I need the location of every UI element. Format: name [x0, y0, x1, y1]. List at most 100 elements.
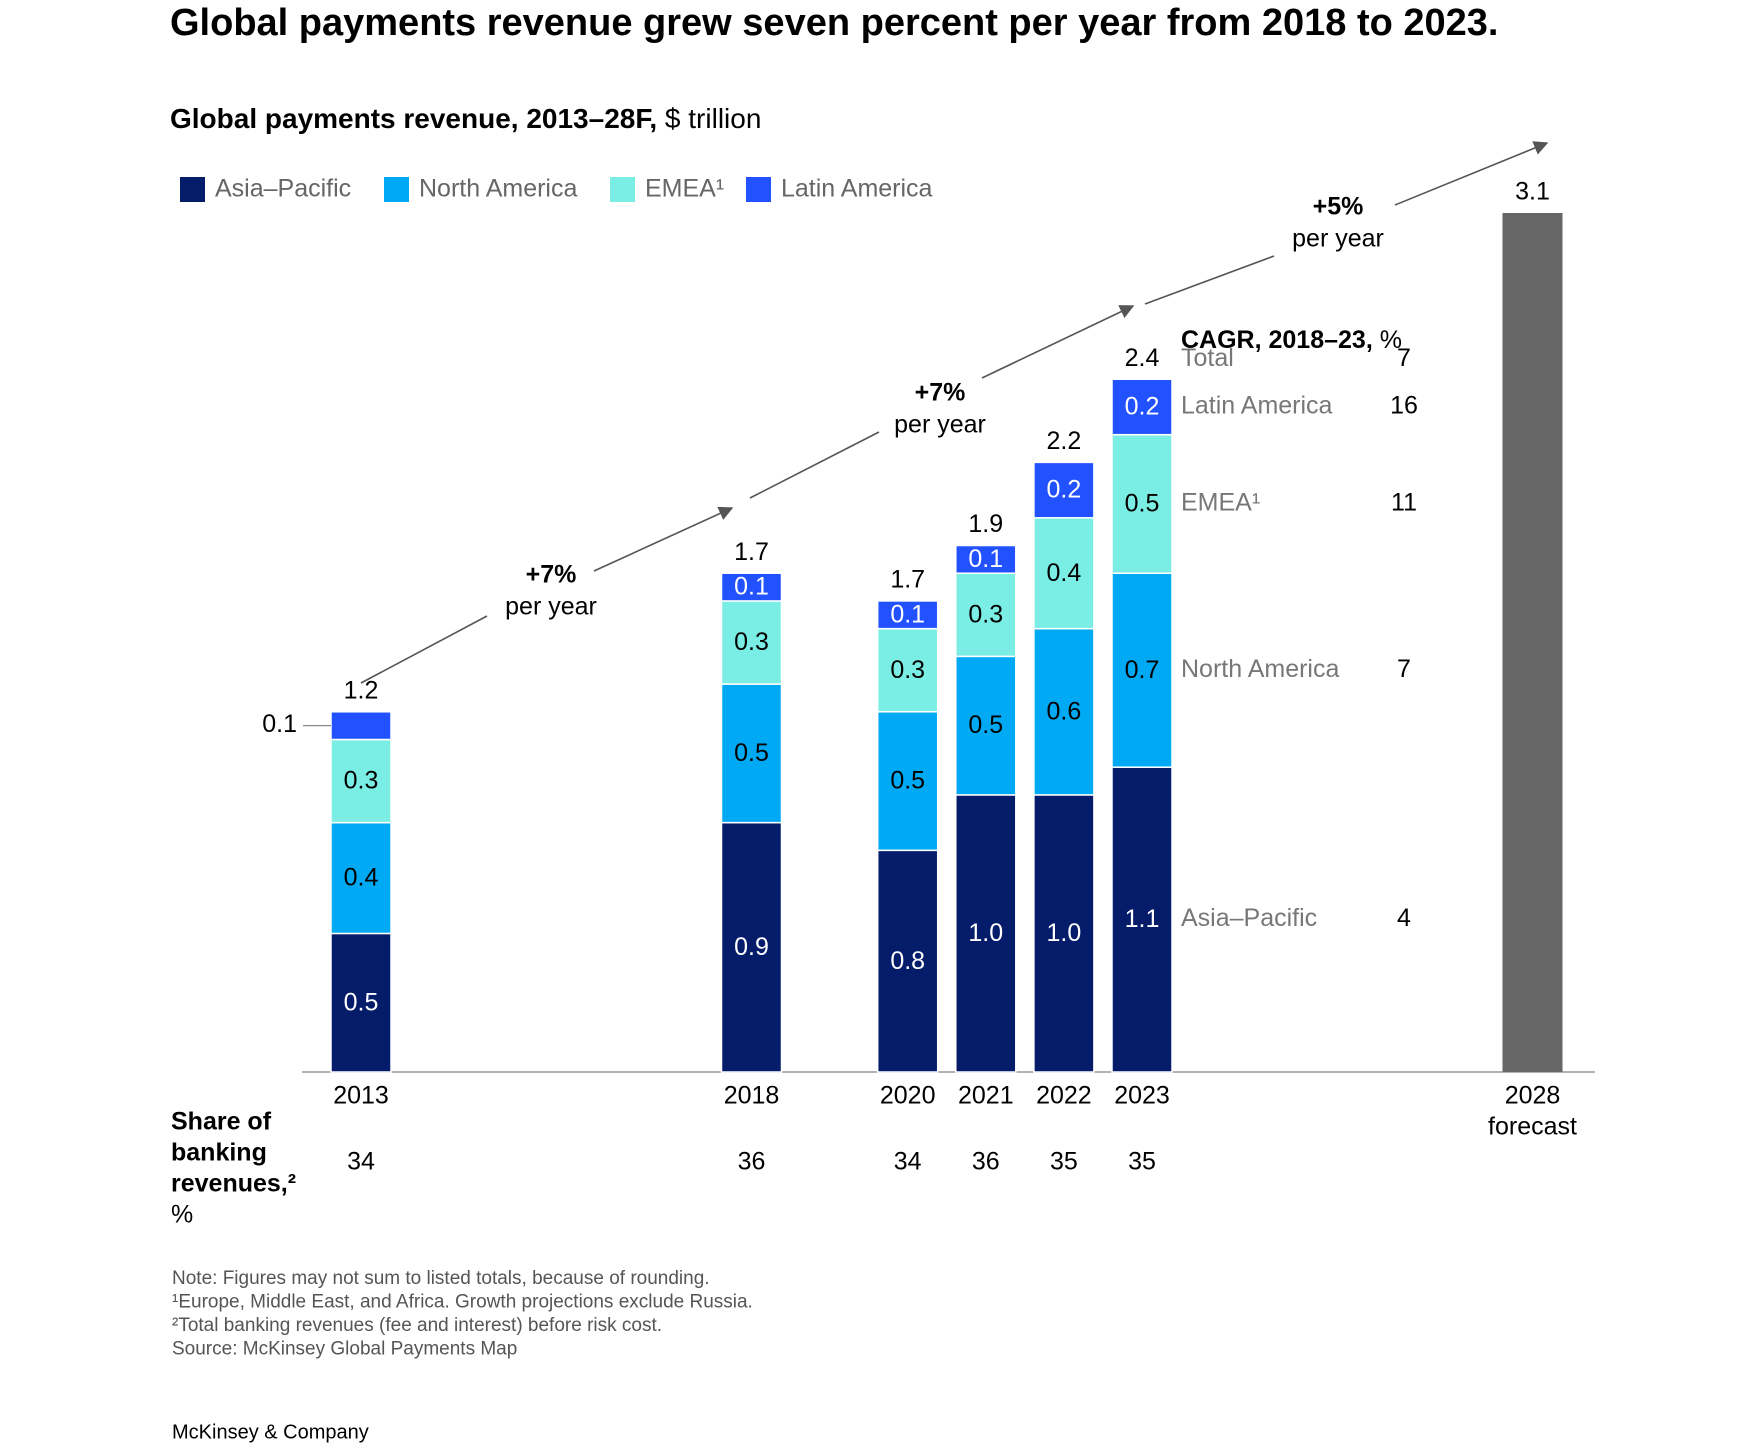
bar-segment [955, 794, 1017, 1073]
growth-label: per year [894, 411, 986, 439]
bar-segment [1111, 378, 1173, 436]
cagr-value: 11 [1391, 489, 1417, 517]
bar-segment [955, 544, 1017, 574]
segment-label: 0.5 [734, 739, 769, 767]
bar-segment [876, 600, 939, 630]
x-tick-label: 2018 [724, 1082, 780, 1110]
share-label: Share of [171, 1108, 272, 1136]
segment-label: 0.6 [1047, 697, 1082, 725]
segment-label: 0.2 [1047, 476, 1082, 504]
note: ²Total banking revenues (fee and interes… [172, 1315, 662, 1336]
segment-label: 0.3 [968, 600, 1003, 628]
bar-segment [1111, 766, 1173, 1073]
growth-rate: +7% [915, 379, 966, 407]
share-value: 36 [738, 1148, 766, 1176]
bar-segment [876, 849, 939, 1073]
segment-label: 0.9 [734, 933, 769, 961]
total-label: 1.7 [890, 566, 925, 594]
note: Source: McKinsey Global Payments Map [172, 1339, 517, 1360]
segment-label: 0.8 [890, 947, 925, 975]
arrow-line [749, 431, 880, 499]
legend-swatch [180, 177, 205, 202]
legend-swatch [610, 177, 635, 202]
forecast-total: 3.1 [1515, 178, 1550, 206]
cagr-unit: % [1380, 326, 1402, 354]
share-label: revenues,² [171, 1170, 296, 1198]
total-label: 1.2 [344, 676, 379, 704]
cagr-label: EMEA¹ [1181, 489, 1260, 517]
segment-label: 0.4 [1047, 559, 1082, 587]
legend-swatch [384, 177, 409, 202]
bar-segment [330, 932, 392, 1073]
bar-segment [1033, 461, 1095, 519]
total-label: 1.7 [734, 538, 769, 566]
arrow-line [981, 305, 1135, 379]
cagr-value: 4 [1397, 904, 1411, 932]
segment-label: 0.5 [1125, 490, 1160, 518]
segment-label: 0.1 [734, 573, 769, 601]
growth-arrows [360, 141, 1549, 684]
segment-label: 0.5 [344, 988, 379, 1016]
bar-segment [876, 711, 939, 852]
x-tick-label: 2023 [1114, 1082, 1170, 1110]
arrow-line [1394, 141, 1549, 206]
x-tick-label: 2022 [1036, 1082, 1092, 1110]
note: ¹Europe, Middle East, and Africa. Growth… [172, 1292, 753, 1313]
legend-swatch [746, 177, 771, 202]
growth-label: per year [1292, 225, 1384, 253]
growth-label: per year [505, 593, 597, 621]
segment-label: 0.5 [968, 711, 1003, 739]
segment-label: 1.0 [968, 919, 1003, 947]
x-tick-sublabel: forecast [1488, 1113, 1577, 1141]
bar-segment [720, 821, 783, 1073]
cagr-label: North America [1181, 655, 1339, 683]
bar-segment [1111, 572, 1173, 768]
cagr-value: 7 [1397, 344, 1411, 372]
segment-label: 0.1 [890, 600, 925, 628]
cagr-value: 16 [1390, 392, 1418, 420]
forecast-bar [1502, 213, 1563, 1072]
x-tick-label: 2020 [880, 1082, 936, 1110]
cagr-title-main: CAGR, 2018–23, [1181, 326, 1373, 354]
total-label: 2.4 [1125, 344, 1160, 372]
bar-segment [330, 711, 392, 741]
note: Note: Figures may not sum to listed tota… [172, 1268, 710, 1289]
segment-label: 0.4 [344, 864, 379, 892]
cagr-label: Asia–Pacific [1181, 904, 1317, 932]
subtitle-main: Global payments revenue, 2013–28F, [170, 103, 657, 134]
bar-segment [1033, 627, 1095, 796]
segment-label: 0.1 [968, 545, 1003, 573]
bar-segment [720, 683, 783, 824]
bar-segment [955, 655, 1017, 796]
share-value: 36 [972, 1148, 1000, 1176]
cagr-title: CAGR, 2018–23, % [1181, 326, 1402, 354]
share-value: 34 [347, 1148, 375, 1176]
segment-label: 0.3 [344, 767, 379, 795]
total-label: 2.2 [1047, 427, 1082, 455]
share-label: % [171, 1201, 193, 1229]
bar-segment [876, 627, 939, 713]
legend-label: EMEA¹ [645, 175, 724, 203]
bar-segment [330, 738, 392, 824]
arrow-line [360, 615, 488, 684]
x-tick-label: 2013 [333, 1082, 389, 1110]
segment-label: 0.2 [1125, 393, 1160, 421]
cagr-value: 7 [1397, 655, 1411, 683]
share-value: 35 [1050, 1148, 1078, 1176]
arrow-line [593, 506, 734, 572]
segment-label: 0.3 [890, 656, 925, 684]
footer: McKinsey & Company [172, 1421, 369, 1443]
growth-rate: +7% [526, 561, 577, 589]
cagr-label: Total [1181, 344, 1234, 372]
chart-subtitle: Global payments revenue, 2013–28F, $ tri… [170, 103, 761, 134]
segment-label: 1.0 [1047, 919, 1082, 947]
segment-label: 0.7 [1125, 656, 1160, 684]
segment-label: 0.3 [734, 628, 769, 656]
legend-label: Asia–Pacific [215, 175, 351, 203]
bar-segment [720, 572, 783, 602]
x-tick-label: 2028 [1505, 1082, 1561, 1110]
cagr-label: Latin America [1181, 392, 1333, 420]
total-label: 1.9 [968, 510, 1003, 538]
